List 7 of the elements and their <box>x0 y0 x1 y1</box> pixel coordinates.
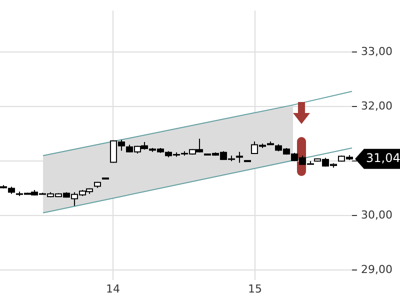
y-tick-label: 33,00 <box>361 44 392 58</box>
x-tick-label: 14 <box>106 282 120 296</box>
annotation: 31,04 <box>366 151 400 166</box>
y-tick-label: 29,00 <box>361 263 392 276</box>
x-tick-label: 15 <box>248 282 262 296</box>
y-tick-label: 32,00 <box>361 99 392 112</box>
y-tick-label: 30,00 <box>361 208 392 222</box>
